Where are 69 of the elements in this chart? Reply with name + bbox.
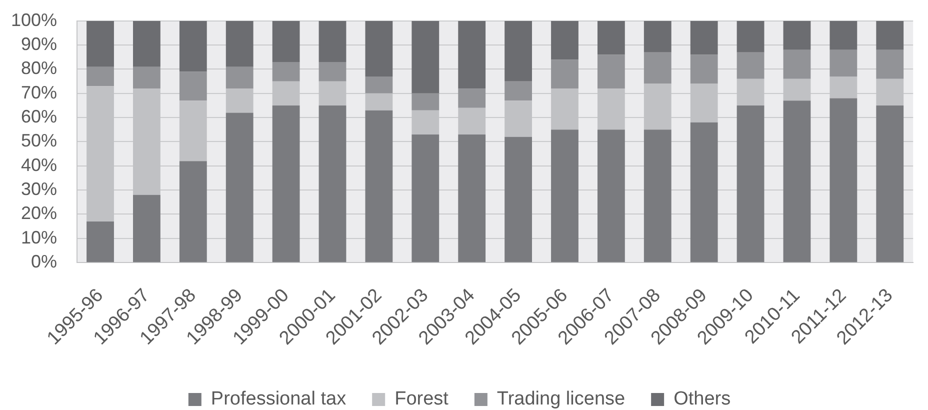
bar [318, 20, 346, 62]
bar [690, 54, 718, 84]
bar [458, 20, 486, 89]
bar [412, 134, 440, 262]
bar [783, 50, 811, 79]
bar [597, 130, 625, 262]
bar [551, 60, 578, 89]
bar [133, 66, 160, 89]
bar [504, 20, 532, 82]
bar [736, 105, 764, 262]
bar [830, 20, 858, 50]
bar [783, 20, 811, 50]
bar [412, 20, 440, 94]
bar [736, 52, 764, 79]
bar [318, 62, 346, 82]
legend-label: Others [674, 388, 731, 410]
bar [690, 122, 718, 262]
bar [783, 100, 811, 262]
y-tick-label: 40% [21, 154, 58, 175]
bar [86, 66, 114, 86]
bar [597, 54, 625, 89]
bar [133, 194, 160, 262]
y-tick-label: 70% [21, 82, 58, 102]
bar [644, 130, 672, 262]
y-tick-label: 10% [21, 227, 58, 248]
bar [179, 20, 207, 72]
bar [876, 50, 904, 79]
bar [365, 110, 393, 262]
y-tick-label: 0% [31, 252, 58, 272]
legend-label: Forest [394, 388, 450, 410]
bar [830, 98, 858, 262]
bar [412, 93, 440, 110]
bar [876, 105, 904, 262]
bar [226, 20, 254, 67]
bar [86, 20, 114, 67]
bar [504, 136, 532, 262]
bar [644, 20, 672, 52]
legend-label: Trading license [496, 388, 626, 410]
y-tick-label: 100% [10, 10, 58, 30]
bar [179, 72, 207, 101]
bar [458, 88, 486, 108]
bar [830, 50, 858, 76]
bar [226, 66, 254, 89]
bar [690, 20, 718, 55]
bar [365, 20, 393, 76]
bar [458, 134, 486, 262]
bar [551, 20, 578, 60]
bar [272, 62, 300, 82]
y-tick-label: 30% [21, 179, 58, 200]
bar [272, 105, 300, 262]
y-tick-label: 20% [21, 203, 58, 224]
bar [179, 161, 207, 262]
bar [86, 221, 114, 262]
bar [644, 52, 672, 84]
bar [226, 112, 254, 262]
bar [272, 20, 300, 62]
legend-label: Professional tax [210, 388, 347, 410]
y-tick-label: 80% [21, 58, 58, 78]
y-tick-label: 50% [21, 130, 58, 151]
y-tick-label: 60% [21, 106, 58, 127]
bar [133, 20, 160, 67]
bar [551, 130, 578, 262]
y-tick-label: 90% [21, 34, 58, 54]
bar [365, 76, 393, 94]
bar [876, 20, 904, 50]
bar [504, 81, 532, 101]
bar [318, 105, 346, 262]
bar [736, 20, 764, 52]
bar [597, 20, 625, 55]
